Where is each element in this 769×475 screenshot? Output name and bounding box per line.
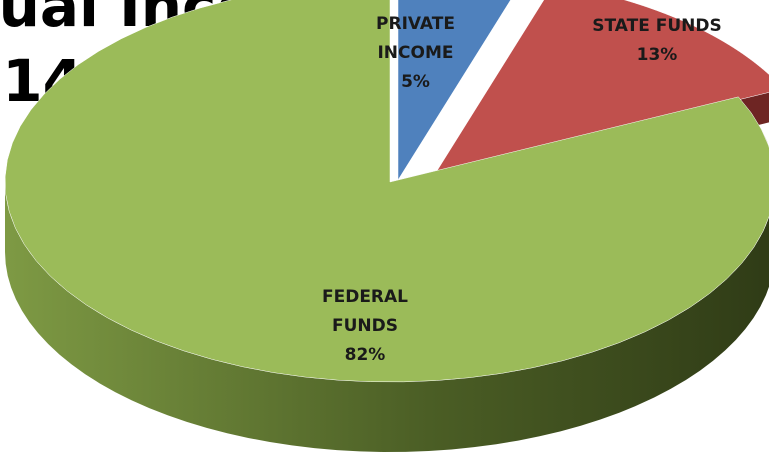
pie-slice bbox=[4, 0, 769, 383]
slice-label: PRIVATE INCOME bbox=[376, 14, 455, 63]
slice-value-label: 5% bbox=[401, 72, 430, 92]
slice-value-label: 82% bbox=[344, 345, 386, 365]
slice-label: FEDERAL FUNDS bbox=[321, 287, 409, 336]
pie-slice bbox=[397, 0, 511, 181]
slice-value-label: 13% bbox=[636, 45, 678, 65]
pie-slice bbox=[434, 0, 769, 175]
slice-label: STATE FUNDS bbox=[592, 16, 722, 36]
slice-side bbox=[5, 96, 769, 452]
